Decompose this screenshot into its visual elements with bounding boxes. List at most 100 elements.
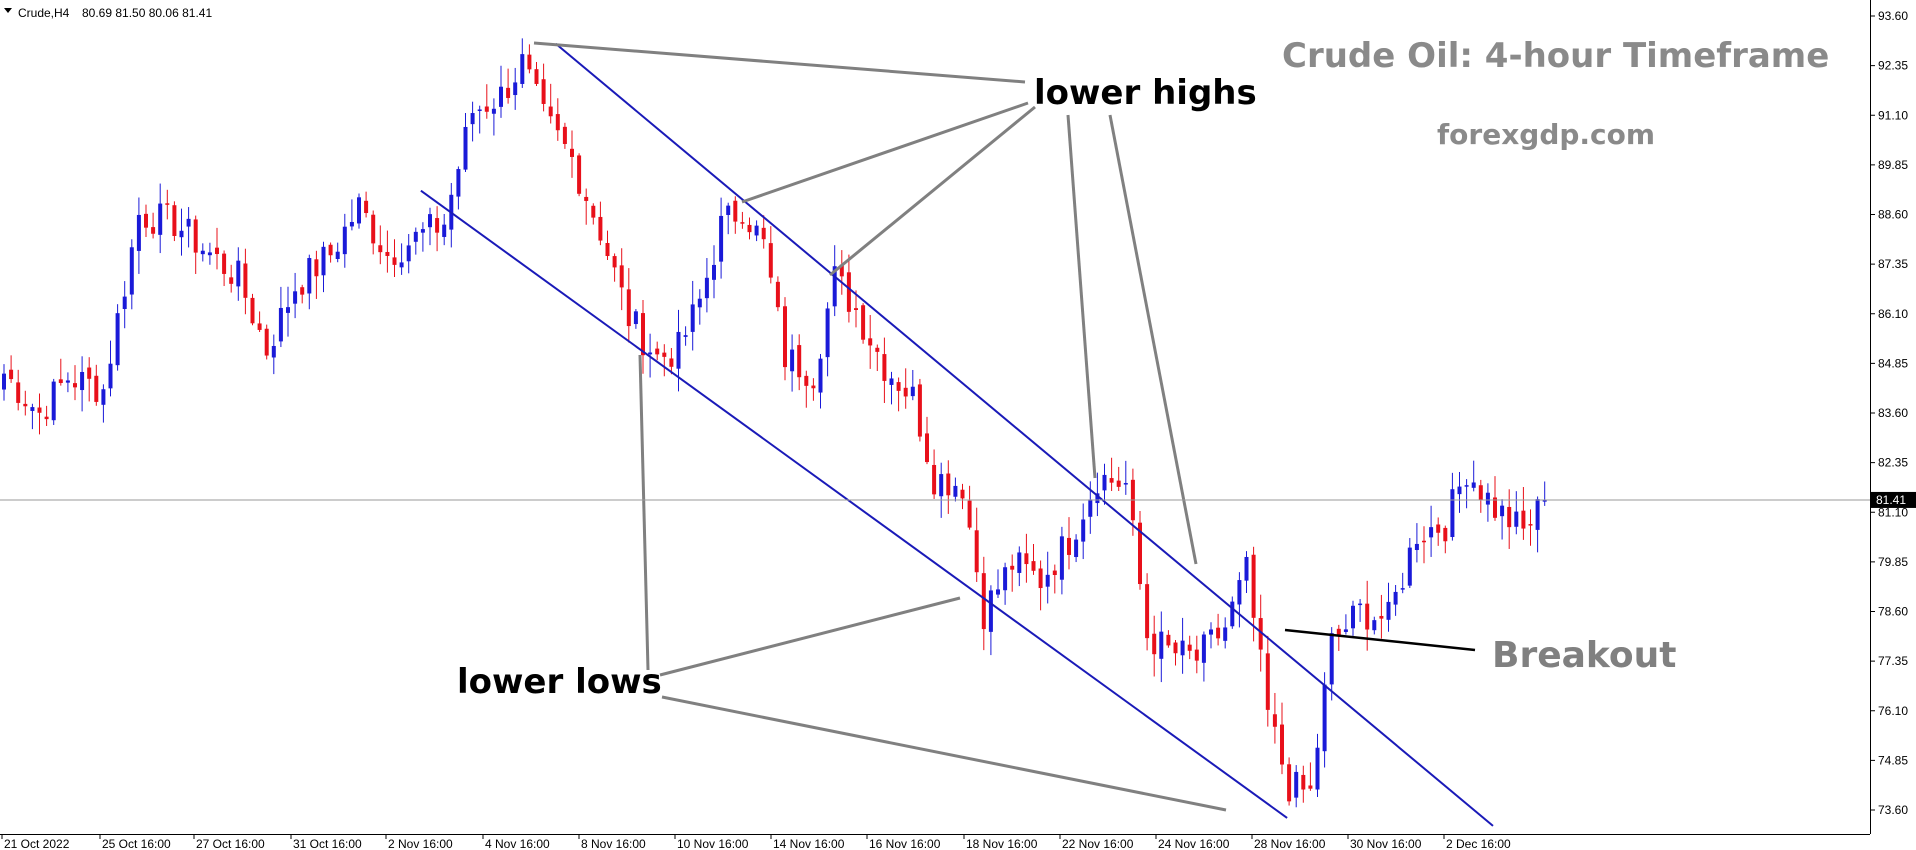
bull-candle-body — [1244, 556, 1249, 581]
bull-candle-body — [179, 230, 184, 238]
lower-highs-pointer-5 — [1108, 114, 1198, 565]
bull-candle-body — [1088, 499, 1093, 517]
candle — [44, 405, 49, 426]
bull-candle-body — [712, 264, 716, 280]
bear-candle-body — [1187, 644, 1192, 651]
bear-candle-body — [1287, 764, 1292, 802]
candle — [1443, 525, 1448, 554]
bull-candle-body — [136, 214, 141, 251]
lower-lows-label: lower lows — [457, 662, 662, 702]
bear-candle-body — [1024, 553, 1029, 565]
bull-candle-body — [1045, 574, 1050, 587]
bear-candle-body — [151, 227, 156, 234]
candle — [1301, 765, 1306, 803]
price-axis[interactable]: 93.60 92.35 91.10 89.85 88.60 87.35 86.10 84.85… — [1870, 9, 1908, 817]
bear-candle-body — [974, 530, 979, 573]
bear-candle-body — [484, 106, 489, 112]
bull-candle-body — [236, 260, 241, 287]
candle — [271, 334, 276, 375]
candle — [1343, 614, 1348, 635]
bear-candle-body — [548, 106, 553, 117]
ohlc-values: 80.69 81.50 80.06 81.41 — [82, 6, 212, 20]
bear-candle-body — [925, 433, 929, 463]
candle — [1322, 672, 1327, 768]
bear-candle-body — [903, 387, 908, 397]
chart-header: Crude,H4 80.69 81.50 80.06 81.41 — [4, 6, 212, 20]
candle — [357, 193, 361, 229]
bull-candle-body — [1471, 482, 1476, 488]
bear-candle-body — [1308, 785, 1313, 789]
candle — [349, 199, 354, 231]
bull-candle-body — [101, 389, 106, 405]
bear-candle-body — [846, 272, 851, 312]
candle — [534, 61, 539, 87]
price-tick-label: 92.35 — [1878, 59, 1908, 73]
bear-candle-body — [73, 383, 77, 388]
bear-candle-body — [58, 379, 63, 384]
candle — [733, 196, 738, 234]
candle — [1017, 546, 1022, 587]
candle — [1336, 624, 1341, 651]
candle — [9, 355, 14, 383]
candle — [456, 166, 461, 210]
bull-candle-body — [1542, 499, 1547, 502]
bull-candle-body — [832, 266, 837, 307]
chart-title: Crude Oil: 4-hour Timeframe — [1282, 36, 1829, 76]
bull-candle-body — [1209, 629, 1213, 635]
candle — [136, 197, 141, 274]
candle — [314, 250, 319, 299]
candle — [463, 112, 468, 172]
bull-candle-body — [1059, 536, 1064, 580]
bull-candle-body — [278, 307, 283, 342]
candle — [229, 264, 234, 293]
bull-candle-body — [1123, 483, 1128, 485]
candle — [499, 65, 503, 118]
bear-candle-body — [591, 205, 596, 218]
bull-candle-body — [442, 224, 447, 237]
bear-candle-body — [314, 259, 319, 277]
bear-candle-body — [896, 382, 901, 391]
bull-candle-body — [1358, 603, 1363, 606]
bull-candle-body — [825, 308, 830, 358]
symbol-label: Crude,H4 — [18, 6, 70, 20]
bear-candle-body — [1336, 628, 1341, 636]
candle — [1109, 457, 1114, 492]
bear-candle-body — [598, 216, 603, 241]
bull-candle-body — [1201, 634, 1206, 663]
bear-candle-body — [1194, 649, 1199, 661]
price-tick-label: 81.10 — [1878, 505, 1908, 519]
candle — [1393, 585, 1398, 616]
bull-candle-body — [520, 54, 525, 84]
candle — [392, 239, 397, 278]
candle — [1358, 599, 1363, 622]
candle — [307, 254, 312, 310]
lower-highs-pointer-4 — [1066, 114, 1097, 479]
bull-candle-body — [1351, 605, 1355, 629]
dropdown-triangle-icon[interactable] — [4, 8, 12, 13]
bull-candle-body — [1500, 505, 1505, 517]
candle — [783, 297, 787, 381]
bear-candle-body — [300, 287, 305, 295]
bull-candle-body — [200, 250, 205, 255]
candle — [371, 210, 376, 255]
candle — [1067, 517, 1071, 570]
bull-candle-body — [1485, 492, 1490, 505]
bear-candle-body — [1493, 497, 1497, 518]
bear-candle-body — [165, 203, 170, 205]
candle — [1031, 544, 1036, 575]
candle — [633, 309, 638, 329]
price-tick-label: 88.60 — [1878, 208, 1908, 222]
bear-candle-body — [527, 54, 532, 70]
candle — [896, 377, 901, 412]
candle — [1521, 487, 1526, 540]
candle — [1351, 600, 1355, 636]
bear-candle-body — [1365, 603, 1370, 630]
breakout-pointer — [1284, 628, 1476, 652]
bull-candle-body — [1081, 519, 1086, 542]
candle — [1216, 613, 1221, 646]
bull-candle-body — [1343, 629, 1348, 632]
candle — [1244, 551, 1249, 594]
candle — [250, 293, 255, 326]
time-axis[interactable]: 21 Oct 2022 25 Oct 16:00 27 Oct 16:00 31 Oc… — [1, 834, 1511, 850]
